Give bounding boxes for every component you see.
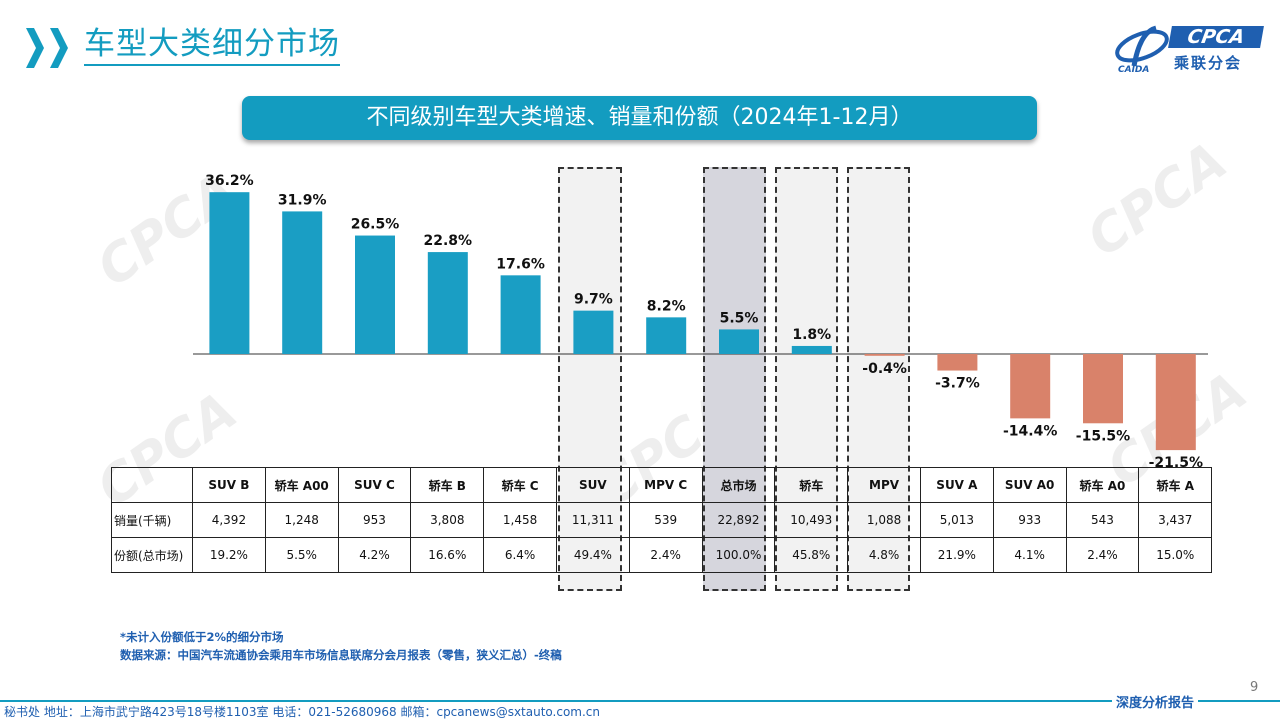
bar: [427, 252, 468, 354]
table-cell-share: 16.6%: [410, 537, 485, 573]
table-header-cell: 轿车 A: [1138, 467, 1213, 503]
table-header-cell: 轿车 A0: [1065, 467, 1140, 503]
table-cell-sales: 3,808: [410, 502, 485, 538]
cpca-logo: CAIDA CPCA 乘联分会: [1112, 22, 1264, 74]
table-header-cell: SUV: [555, 467, 630, 503]
bar-value-label: 36.2%: [205, 173, 254, 189]
bar-value-label: -0.4%: [862, 361, 907, 377]
table-header-cell: MPV C: [628, 467, 703, 503]
bar: [719, 329, 759, 354]
bar-value-label: -14.4%: [1003, 423, 1057, 439]
table-cell-sales: 1,088: [847, 502, 921, 538]
table-header-cell: 轿车: [774, 467, 849, 503]
table-header-cell: MPV: [847, 467, 921, 503]
table-cell-share: 6.4%: [483, 537, 557, 573]
table-header-cell: SUV C: [337, 467, 412, 503]
table-corner-cell: [111, 467, 193, 503]
bar-value-label: 1.8%: [792, 327, 831, 343]
bar: [209, 192, 250, 354]
bar-value-label: -15.5%: [1076, 428, 1130, 444]
row-label-sales: 销量(千辆): [111, 502, 193, 538]
table-cell-share: 19.2%: [192, 537, 266, 573]
note-data-source: 数据来源：中国汽车流通协会乘用车市场信息联席分会月报表（零售，狭义汇总）-终稿: [120, 648, 562, 662]
bar-value-label: -3.7%: [935, 376, 980, 392]
chevron-icon: [26, 28, 44, 68]
footer-contact: 秘书处 地址：上海市武宁路423号18号楼1103室 电话：021-526809…: [4, 705, 601, 719]
bar: [573, 310, 614, 354]
table-cell-share: 4.2%: [337, 537, 412, 573]
table-header-cell: 轿车 B: [410, 467, 485, 503]
bar: [864, 354, 905, 356]
chart-title-banner: 不同级别车型大类增速、销量和份额（2024年1-12月）: [242, 96, 1037, 140]
table-header-row: SUV B 轿车 A00 SUV C 轿车 B 轿车 C SUV MPV C 总市场 轿车 MPV…: [111, 467, 1213, 503]
table-cell-share: 15.0%: [1138, 537, 1213, 573]
table-cell-share: 4.8%: [847, 537, 921, 573]
table-cell-share: 4.1%: [992, 537, 1067, 573]
row-label-share: 份额(总市场): [111, 537, 193, 573]
table-cell-sales: 22,892: [701, 502, 776, 538]
bar-value-label: 9.7%: [574, 292, 613, 308]
table-cell-sales: 1,248: [264, 502, 339, 538]
table-cell-share: 2.4%: [628, 537, 703, 573]
table-cell-sales: 933: [992, 502, 1067, 538]
bar-value-label: 5.5%: [720, 310, 759, 326]
bar: [282, 211, 323, 354]
table-cell-sales: 543: [1065, 502, 1140, 538]
table-cell-sales: 3,437: [1138, 502, 1213, 538]
table-row-share: 份额(总市场) 19.2% 5.5% 4.2% 16.6% 6.4% 49.4% 2.4% 1…: [111, 537, 1213, 573]
table-cell-sales: 10,493: [774, 502, 849, 538]
page-title: 车型大类细分市场: [84, 24, 340, 66]
logo-text-cn: 乘联分会: [1174, 54, 1243, 72]
report-tag: 深度分析报告: [1112, 692, 1199, 711]
bar-value-label: 22.8%: [424, 233, 473, 249]
bar-value-label: 8.2%: [647, 298, 686, 314]
chevron-icon: [50, 28, 68, 68]
table-header-cell: 轿车 C: [483, 467, 557, 503]
table-cell-share: 49.4%: [555, 537, 630, 573]
table-cell-share: 21.9%: [919, 537, 994, 573]
bar: [937, 354, 978, 371]
page-number: 9: [1250, 680, 1259, 695]
bar: [355, 235, 395, 354]
bar-value-label: 31.9%: [278, 192, 327, 208]
table-cell-share: 100.0%: [701, 537, 776, 573]
table-header-cell: SUV B: [192, 467, 266, 503]
bar: [1010, 354, 1051, 419]
bar: [646, 317, 687, 354]
table-cell-share: 45.8%: [774, 537, 849, 573]
table-cell-sales: 4,392: [192, 502, 266, 538]
notes: *未计入份额低于2%的细分市场 数据来源：中国汽车流通协会乘用车市场信息联席分会…: [120, 628, 562, 664]
svg-text:CAIDA: CAIDA: [1118, 65, 1149, 74]
table-cell-sales: 953: [337, 502, 412, 538]
bar: [1155, 354, 1196, 451]
table-cell-sales: 11,311: [555, 502, 630, 538]
bar-value-label: 26.5%: [351, 217, 400, 233]
table-cell-share: 2.4%: [1065, 537, 1140, 573]
table-cell-sales: 5,013: [919, 502, 994, 538]
table-cell-sales: 1,458: [483, 502, 557, 538]
note-share-threshold: *未计入份额低于2%的细分市场: [120, 630, 284, 644]
bar: [1083, 354, 1123, 424]
table-row-sales: 销量(千辆) 4,392 1,248 953 3,808 1,458 11,311 539 2…: [111, 502, 1213, 538]
table-cell-share: 5.5%: [264, 537, 339, 573]
table-header-cell: SUV A0: [992, 467, 1067, 503]
bar: [500, 275, 541, 354]
bar-value-label: 17.6%: [496, 256, 545, 272]
bar: [791, 345, 832, 354]
table-header-cell: SUV A: [919, 467, 994, 503]
footer-divider: [0, 700, 1280, 702]
data-table: SUV B 轿车 A00 SUV C 轿车 B 轿车 C SUV MPV C 总市场 轿车 MPV…: [111, 467, 1213, 573]
cpca-emblem-icon: CAIDA: [1115, 25, 1169, 74]
table-header-cell: 轿车 A00: [264, 467, 339, 503]
table-header-cell: 总市场: [701, 467, 776, 503]
table-cell-sales: 539: [628, 502, 703, 538]
